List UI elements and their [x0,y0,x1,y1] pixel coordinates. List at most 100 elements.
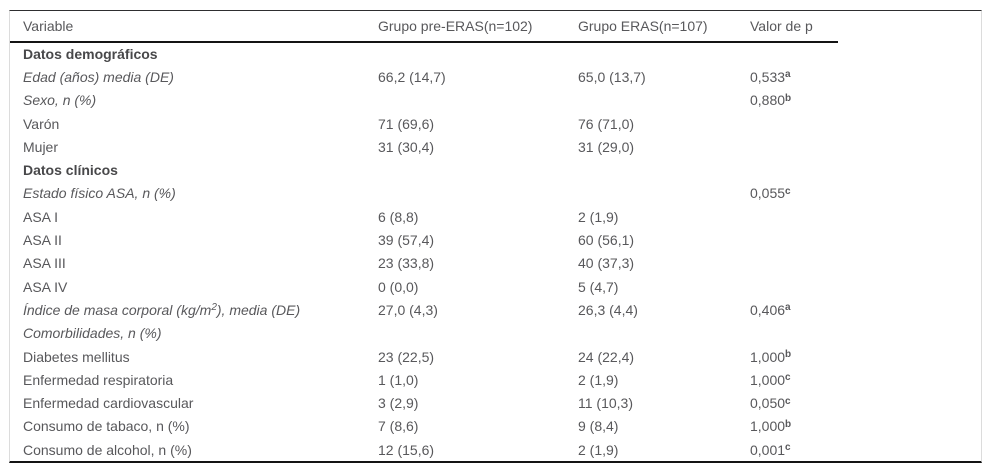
table-row: Enfermedad respiratoria 1 (1,0) 2 (1,9) 1,0… [10,368,838,391]
cell-variable: Edad (años) media (DE) [23,68,174,85]
cell-p-value: 1,000c [750,371,791,388]
cell-variable: Consumo de tabaco, n (%) [23,418,190,435]
cell-eras-value: 5 (4,7) [578,278,619,295]
header-row: Variable Grupo pre-ERAS(n=102) Grupo ERA… [10,11,838,43]
cell-pre-eras-value: 12 (15,6) [378,441,435,458]
cell-eras-value: 60 (56,1) [578,232,635,249]
cell-eras-value: 9 (8,4) [578,418,619,435]
cell-eras-value: 2 (1,9) [578,208,619,225]
cell-variable: Enfermedad cardiovascular [23,395,194,412]
footnote-superscript: b [785,349,792,360]
unit-superscript: 2 [211,302,217,314]
cell-eras-value [578,322,750,345]
cell-pre-eras-value: 31 (30,4) [378,138,435,155]
cell-pre-eras-value: 66,2 (14,7) [378,68,446,85]
table-row: Estado físico ASA, n (%) 0,055c [10,182,838,205]
cell-eras-value [578,158,750,181]
cell-variable: ASA III [23,255,66,272]
cell-p-value: 1,000b [750,348,792,365]
cell-variable: Datos demográficos [23,46,158,63]
cell-p-value [750,135,838,158]
cell-variable: Índice de masa corporal (kg/m2), media (… [23,301,301,318]
cell-variable: Estado físico ASA, n (%) [23,185,176,202]
cell-p-value: 0,050c [750,395,791,412]
cell-p-value: 0,533a [750,68,791,85]
footnote-superscript: c [785,372,791,384]
cell-p-value [750,112,838,135]
table-row: Consumo de tabaco, n (%) 7 (8,6) 9 (8,4) 1,… [10,415,838,438]
cell-p-value: 0,406a [750,301,791,318]
cell-pre-eras-value: 7 (8,6) [378,418,419,435]
cell-p-value: 1,000b [750,418,792,435]
cell-pre-eras-value [378,322,578,345]
cell-p-value [750,275,838,298]
comparison-table-container: Variable Grupo pre-ERAS(n=102) Grupo ERA… [9,10,982,464]
table-row: Sexo, n (%) 0,880b [10,89,838,112]
cell-eras-value [578,182,750,205]
cell-p-value [750,322,838,345]
column-header-variable: Variable [10,11,378,43]
footnote-superscript: a [785,69,791,81]
cell-eras-value: 40 (37,3) [578,255,635,272]
cell-variable: Diabetes mellitus [23,348,130,365]
table-row: Índice de masa corporal (kg/m2), media (… [10,298,838,321]
cell-eras-value: 76 (71,0) [578,115,635,132]
cell-eras-value: 65,0 (13,7) [578,68,646,85]
cell-pre-eras-value [378,182,578,205]
footnote-superscript: c [785,442,791,454]
cell-eras-value: 11 (10,3) [578,395,633,412]
cell-variable: ASA II [23,232,62,249]
cell-pre-eras-value: 1 (1,0) [378,371,419,388]
column-header-eras: Grupo ERAS(n=107) [578,11,750,43]
footnote-superscript: b [785,92,792,104]
cell-p-value [750,42,838,65]
table-row: Consumo de alcohol, n (%) 12 (15,6) 2 (1,9… [10,438,838,461]
column-header-pre-eras: Grupo pre-ERAS(n=102) [378,11,578,43]
table-row: Datos clínicos [10,158,838,181]
patient-characteristics-table: Variable Grupo pre-ERAS(n=102) Grupo ERA… [10,11,838,461]
table-row: Comorbilidades, n (%) [10,322,838,345]
cell-p-value [750,205,838,228]
cell-p-value [750,252,838,275]
footnote-superscript: c [785,395,791,407]
column-header-p-value: Valor de p [750,11,838,43]
cell-variable: Comorbilidades, n (%) [23,325,162,342]
cell-variable: ASA IV [23,278,68,295]
table-row: ASA IV 0 (0,0) 5 (4,7) [10,275,838,298]
cell-p-value [750,228,838,251]
table-row: Edad (años) media (DE) 66,2 (14,7) 65,0 (1… [10,65,838,88]
cell-variable: Mujer [23,138,59,155]
cell-pre-eras-value: 39 (57,4) [378,232,435,249]
table-row: Mujer 31 (30,4) 31 (29,0) [10,135,838,158]
footnote-superscript: b [785,418,792,430]
cell-pre-eras-value: 27,0 (4,3) [378,301,438,318]
cell-pre-eras-value [378,158,578,181]
cell-variable: Consumo de alcohol, n (%) [23,441,192,458]
cell-pre-eras-value: 23 (33,8) [378,255,435,272]
cell-pre-eras-value: 3 (2,9) [378,395,419,412]
cell-p-value: 0,055c [750,185,791,202]
cell-variable: Varón [23,115,60,132]
table-row: ASA III 23 (33,8) 40 (37,3) [10,252,838,275]
cell-variable: Datos clínicos [23,162,118,179]
footnote-superscript: c [785,185,791,197]
cell-pre-eras-value: 71 (69,6) [378,115,435,132]
cell-variable: Enfermedad respiratoria [23,371,174,388]
table-header: Variable Grupo pre-ERAS(n=102) Grupo ERA… [10,11,838,43]
cell-pre-eras-value: 0 (0,0) [378,278,419,295]
cell-eras-value: 24 (22,4) [578,348,635,365]
cell-p-value [750,158,838,181]
cell-p-value: 0,001c [750,441,791,458]
table-body: Datos demográficos Edad (años) media (DE)… [10,42,838,461]
table-row: Diabetes mellitus 23 (22,5) 24 (22,4) 1,000… [10,345,838,368]
table-row: ASA I 6 (8,8) 2 (1,9) [10,205,838,228]
table-row: ASA II 39 (57,4) 60 (56,1) [10,228,838,251]
table-row: Datos demográficos [10,42,838,65]
cell-eras-value [578,42,750,65]
cell-variable: ASA I [23,208,59,225]
table-row: Varón 71 (69,6) 76 (71,0) [10,112,838,135]
cell-eras-value: 31 (29,0) [578,138,635,155]
cell-variable: Sexo, n (%) [23,92,97,109]
cell-pre-eras-value: 23 (22,5) [378,348,435,365]
cell-eras-value: 2 (1,9) [578,441,619,458]
